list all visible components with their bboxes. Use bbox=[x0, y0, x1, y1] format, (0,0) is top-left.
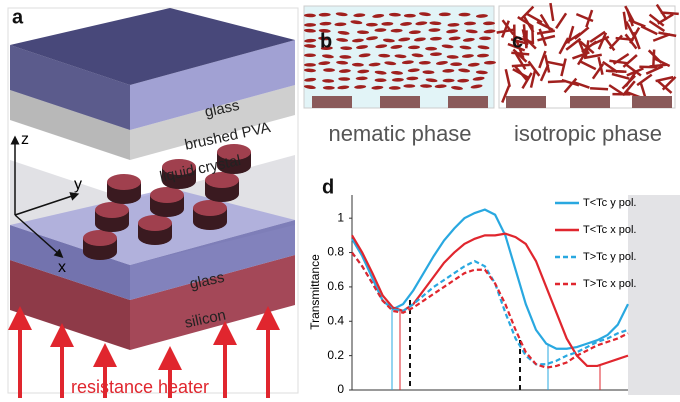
pillar-bottom bbox=[138, 229, 172, 245]
y-tick-label: 0.2 bbox=[327, 348, 344, 362]
pillar-bottom bbox=[150, 201, 184, 217]
molecule bbox=[511, 53, 529, 55]
panel-label: a bbox=[12, 6, 24, 28]
molecule bbox=[304, 53, 316, 57]
molecule bbox=[548, 81, 566, 82]
y-axis-label: Transmittance bbox=[308, 254, 322, 330]
pillar-top bbox=[83, 230, 117, 246]
legend-label: T<Tc y pol. bbox=[583, 197, 637, 209]
pillar-top bbox=[95, 202, 129, 218]
y-tick-label: 0.4 bbox=[327, 313, 344, 327]
y-tick-label: 1 bbox=[337, 210, 344, 224]
pillar-bottom bbox=[107, 188, 141, 204]
figure: z y x glass brushed PVA liquid crystal g… bbox=[0, 0, 680, 402]
pillar-bottom bbox=[205, 186, 239, 202]
axis-label: y bbox=[74, 176, 82, 193]
pillar-top bbox=[193, 200, 227, 216]
legend-label: T>Tc x pol. bbox=[583, 278, 637, 290]
molecule bbox=[512, 65, 530, 66]
pillar-top bbox=[107, 174, 141, 190]
legend-label: T>Tc y pol. bbox=[583, 251, 637, 263]
pillar-top bbox=[150, 187, 184, 203]
molecule bbox=[389, 86, 401, 90]
caption: nematic phase bbox=[328, 121, 471, 146]
heater-label: resistance heater bbox=[71, 377, 209, 397]
panel-label: c bbox=[512, 30, 523, 52]
pillar-bottom bbox=[83, 244, 117, 260]
caption: isotropic phase bbox=[514, 121, 662, 146]
molecule bbox=[590, 88, 608, 89]
markers bbox=[392, 300, 600, 390]
panel-label: b bbox=[320, 30, 332, 52]
y-tick-label: 0.8 bbox=[327, 245, 344, 259]
molecule bbox=[532, 26, 533, 44]
panel-a: z y x glass brushed PVA liquid crystal g… bbox=[8, 6, 298, 398]
legend-label: T<Tc x pol. bbox=[583, 224, 637, 236]
axis-label: x bbox=[58, 259, 66, 276]
y-tick-label: 0 bbox=[337, 382, 344, 396]
pillar-bottom bbox=[95, 216, 129, 232]
pillar-top bbox=[138, 215, 172, 231]
panel-label: d bbox=[322, 176, 334, 198]
axis-label: z bbox=[21, 131, 29, 148]
pillar-bottom bbox=[193, 214, 227, 230]
y-tick-label: 0.6 bbox=[327, 279, 344, 293]
